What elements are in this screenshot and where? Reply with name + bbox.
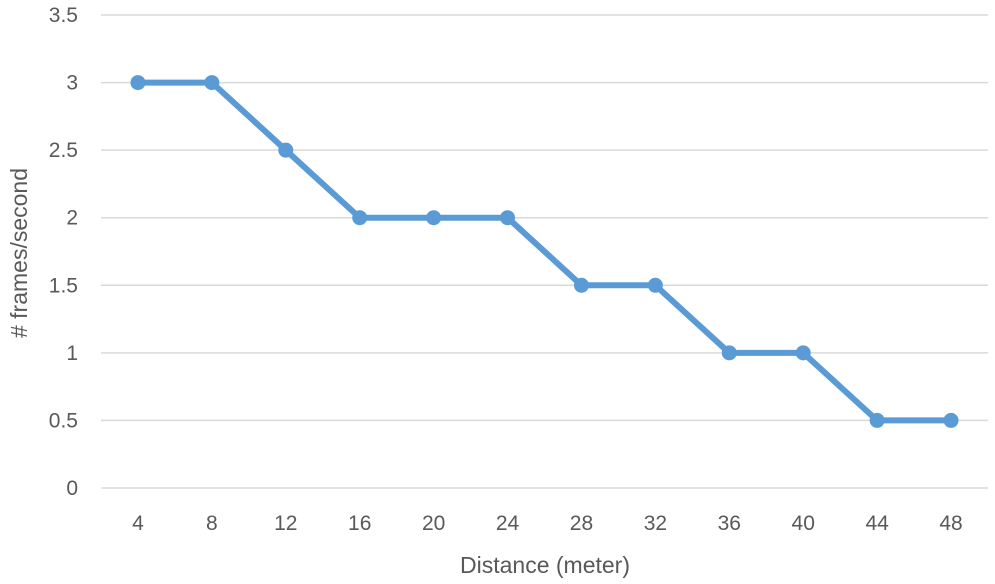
data-point [500,210,516,226]
y-tick-label: 0.5 [49,409,78,432]
x-tick-label: 44 [865,512,889,535]
data-point [426,210,442,226]
y-axis-title: # frames/second [6,168,32,338]
x-tick-label: 32 [644,512,667,535]
x-axis-ticks: 4 8 12 16 20 24 28 32 36 40 44 48 [132,512,963,535]
y-tick-label: 2.5 [49,139,78,162]
y-tick-label: 1 [66,342,78,365]
y-tick-label: 3.5 [49,4,78,27]
data-point [647,277,663,293]
x-tick-label: 40 [792,512,815,535]
series-layer [130,75,959,428]
y-tick-label: 3 [66,72,78,95]
x-axis-title: Distance (meter) [460,552,630,578]
gridlines [101,14,988,489]
data-point [943,412,959,428]
data-point [795,345,811,361]
data-point [869,412,885,428]
data-point [573,277,589,293]
x-tick-label: 20 [422,512,445,535]
data-point [352,210,368,226]
series-line-0 [134,79,955,424]
x-tick-label: 4 [132,512,144,535]
data-point [204,75,220,91]
y-tick-label: 0 [66,477,78,500]
x-tick-label: 12 [274,512,297,535]
data-point [721,345,737,361]
x-tick-label: 48 [939,512,962,535]
x-tick-label: 24 [496,512,520,535]
x-tick-label: 16 [348,512,371,535]
data-point [278,142,294,158]
x-tick-label: 36 [718,512,741,535]
y-tick-label: 2 [66,207,78,230]
x-tick-label: 28 [570,512,593,535]
y-tick-label: 1.5 [49,274,78,297]
x-tick-label: 8 [206,512,218,535]
data-point [130,75,146,91]
y-axis-ticks: 0 0.5 1 1.5 2 2.5 3 3.5 [49,4,78,500]
